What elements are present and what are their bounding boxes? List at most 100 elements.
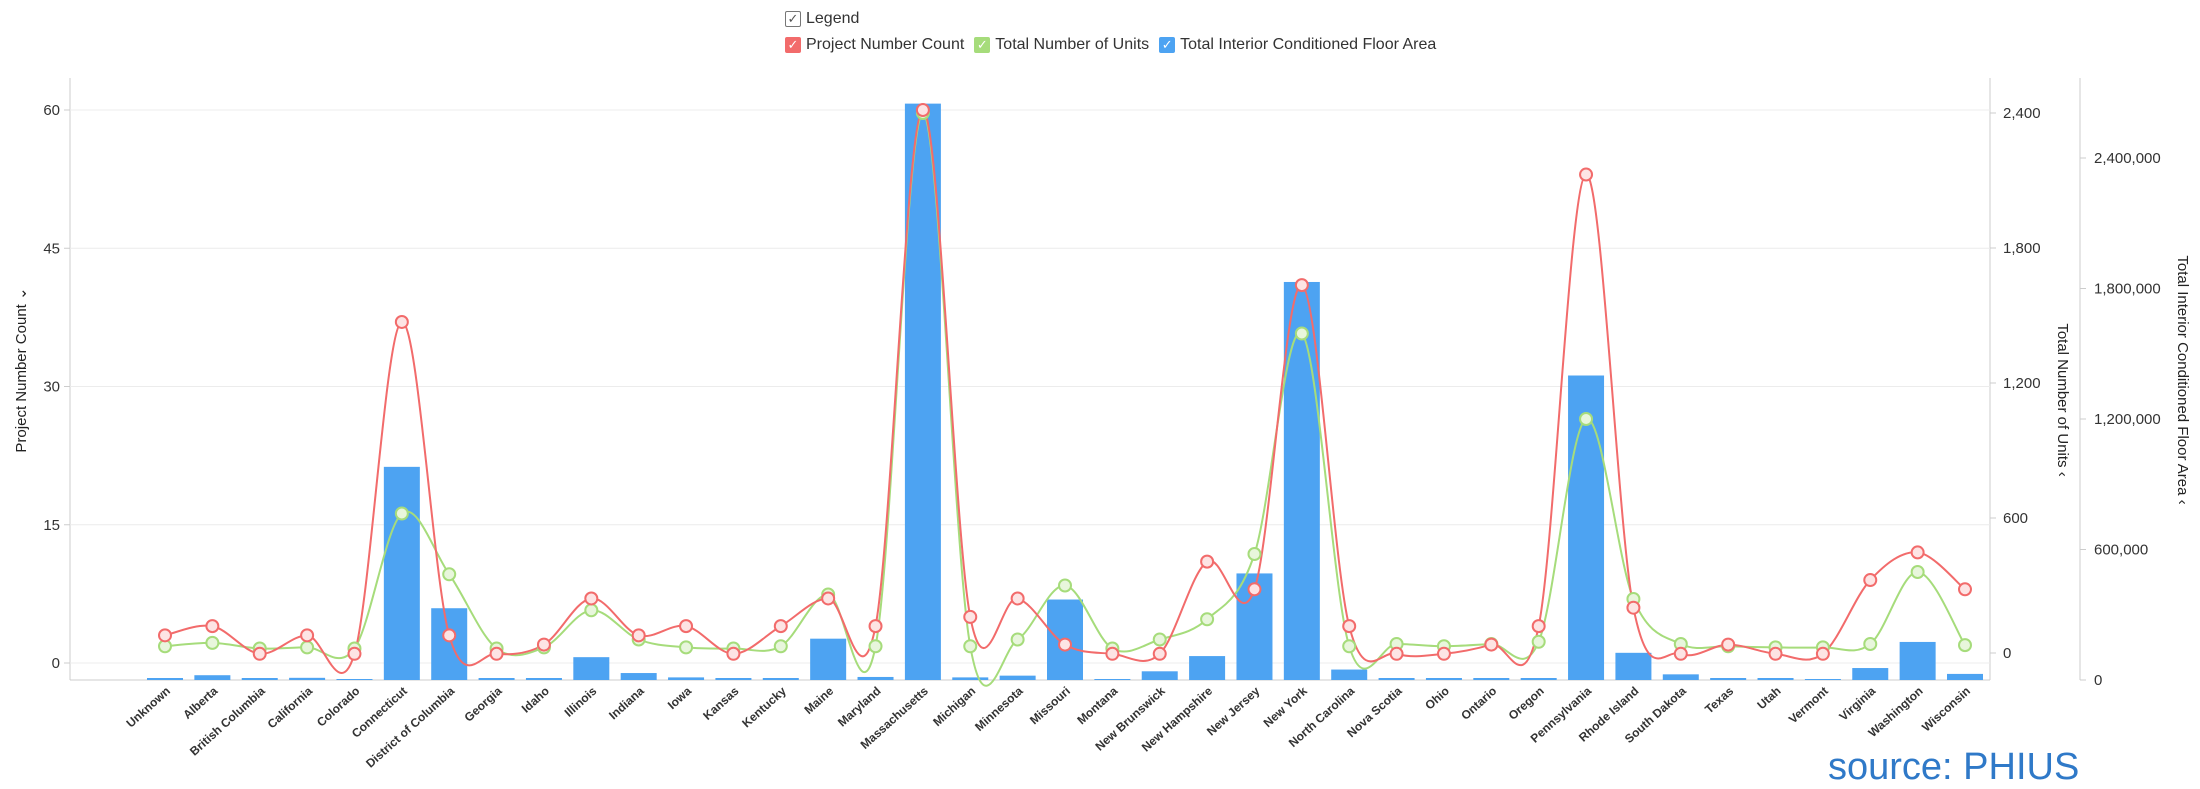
bar: [1189, 656, 1226, 680]
point-project-count: [1910, 545, 1925, 560]
check-icon[interactable]: ✓: [785, 37, 801, 53]
point-units: [1010, 632, 1025, 647]
point-project-count: [1342, 619, 1357, 634]
y-right-tick-label: 1,200: [2003, 375, 2041, 392]
x-tick-label: Illinois: [562, 684, 600, 720]
source-credit: source: PHIUS: [1828, 746, 2080, 788]
y-right2-axis-title: Total Interior Conditioned Floor Area ‹: [2174, 255, 2191, 504]
x-tick-label: District of Columbia: [363, 684, 457, 771]
point-units: [1579, 412, 1594, 426]
bar: [289, 677, 326, 680]
bar: [1899, 641, 1936, 680]
x-tick-label: Missouri: [1027, 684, 1073, 727]
point-project-count: [773, 619, 788, 634]
point-units: [394, 506, 409, 521]
x-tick-label: Wisconsin: [1919, 684, 1973, 734]
point-project-count: [868, 619, 883, 634]
bar: [241, 678, 278, 680]
point-project-count: [1958, 582, 1972, 597]
check-icon[interactable]: ✓: [1159, 37, 1176, 53]
legend-item-project-count[interactable]: ✓ Project Number Count: [785, 36, 964, 54]
point-project-count: [158, 628, 172, 643]
x-tick-label: Minnesota: [972, 684, 1026, 734]
bar: [573, 657, 610, 680]
combo-chart: 01530456006001,2001,8002,4000600,0001,20…: [13, 78, 2191, 771]
bar: [904, 103, 941, 680]
legend-item-label: Total Interior Conditioned Floor Area: [1180, 36, 1437, 53]
y-right-tick-label: 0: [2003, 645, 2011, 662]
bar: [762, 678, 799, 680]
point-project-count: [1152, 646, 1167, 661]
legend-item-floor-area[interactable]: ✓ Total Interior Conditioned Floor Area: [1159, 36, 1436, 54]
y-right2-tick-label: 600,000: [2094, 542, 2148, 559]
bar: [1852, 668, 1889, 680]
point-project-count: [1721, 637, 1736, 652]
point-project-count: [631, 628, 646, 643]
x-tick-label: Virginia: [1836, 684, 1878, 724]
x-tick-label: Colorado: [314, 684, 363, 730]
bar: [1520, 678, 1557, 680]
point-units: [963, 639, 978, 654]
point-units: [679, 640, 694, 655]
bar: [1662, 674, 1699, 680]
point-project-count: [1105, 646, 1120, 661]
point-project-count: [1626, 600, 1641, 615]
point-units: [205, 635, 220, 650]
point-units: [1200, 612, 1215, 627]
x-tick-label: Kansas: [700, 684, 741, 723]
bar: [194, 675, 231, 680]
x-tick-label: Ontario: [1458, 684, 1499, 723]
point-units: [1152, 632, 1167, 647]
x-tick-label: Vermont: [1786, 684, 1831, 727]
x-tick-label: Iowa: [665, 684, 694, 712]
x-tick-label: Ohio: [1422, 684, 1452, 713]
bar: [952, 677, 989, 680]
point-units: [773, 639, 788, 654]
legend-title-row[interactable]: ✓ Legend: [785, 6, 1446, 32]
bar: [383, 466, 420, 680]
x-tick-label: Alberta: [180, 684, 220, 722]
x-tick-label: Georgia: [462, 684, 505, 725]
point-project-count: [1010, 591, 1025, 606]
y-left-axis-title: Project Number Count ⌄: [13, 287, 30, 452]
bar: [336, 679, 373, 680]
y-left-tick-label: 0: [52, 655, 60, 672]
bar: [1710, 678, 1747, 680]
legend-toggle-checkbox[interactable]: ✓: [785, 11, 801, 27]
point-project-count: [1579, 167, 1594, 182]
point-project-count: [679, 619, 694, 634]
legend-items: ✓ Project Number Count ✓ Total Number of…: [785, 32, 1446, 58]
point-units: [1247, 547, 1262, 561]
point-units: [442, 567, 457, 582]
bar: [147, 678, 183, 680]
bar: [1425, 678, 1462, 680]
point-units: [1294, 326, 1309, 341]
point-project-count: [1673, 646, 1688, 661]
legend-item-units[interactable]: ✓ Total Number of Units: [974, 36, 1149, 54]
x-tick-label: Unknown: [124, 684, 173, 731]
x-tick-label: Oregon: [1506, 684, 1547, 723]
bar: [810, 638, 847, 680]
x-tick-label: California: [265, 684, 316, 732]
bar: [620, 673, 657, 680]
point-project-count: [915, 103, 930, 117]
bar: [1473, 678, 1510, 680]
point-project-count: [1200, 554, 1215, 569]
point-project-count: [1815, 646, 1830, 661]
bar: [1615, 652, 1652, 680]
point-units: [1958, 638, 1972, 653]
y-left-tick-label: 30: [43, 379, 60, 396]
bar: [525, 678, 562, 680]
point-project-count: [394, 314, 409, 329]
x-tick-label: Utah: [1754, 684, 1783, 712]
x-tick-label: Michigan: [930, 684, 978, 729]
bar: [1094, 679, 1131, 680]
x-tick-label: Maine: [802, 684, 837, 717]
point-project-count: [821, 591, 836, 606]
check-icon[interactable]: ✓: [974, 37, 991, 53]
legend-title: Legend: [806, 10, 860, 27]
bar: [999, 675, 1036, 680]
point-project-count: [1863, 573, 1878, 588]
point-units: [584, 603, 599, 618]
bar: [1378, 678, 1415, 680]
